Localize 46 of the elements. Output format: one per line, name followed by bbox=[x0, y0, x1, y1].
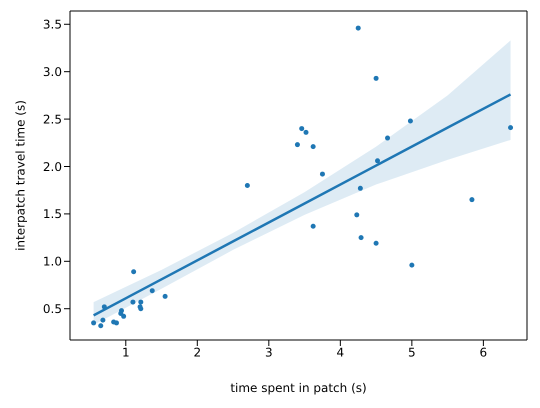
line-series bbox=[92, 93, 512, 317]
point bbox=[358, 186, 363, 191]
y-axis-title: interpatch travel time (s) bbox=[13, 100, 28, 251]
point bbox=[162, 294, 168, 299]
x-tick-label: 5 bbox=[408, 346, 416, 360]
point bbox=[91, 320, 96, 326]
point bbox=[244, 182, 250, 188]
x-tick-label: 6 bbox=[480, 346, 488, 360]
point bbox=[358, 235, 364, 240]
point bbox=[409, 262, 414, 268]
point bbox=[304, 130, 309, 135]
point bbox=[100, 318, 106, 323]
y-tick-label: 2.5 bbox=[42, 112, 62, 126]
point bbox=[121, 314, 126, 319]
point bbox=[408, 118, 413, 124]
x-tick-label: 1 bbox=[122, 346, 130, 360]
point bbox=[114, 320, 119, 326]
point bbox=[150, 288, 155, 294]
point bbox=[130, 300, 136, 305]
x-tick-label: 2 bbox=[193, 346, 202, 360]
point bbox=[294, 142, 300, 148]
x-tick-label: 3 bbox=[265, 346, 273, 360]
point bbox=[138, 300, 144, 305]
y-tick-label: 2.0 bbox=[42, 160, 62, 174]
point bbox=[469, 197, 474, 202]
x-axis-title: time spent in patch (s) bbox=[230, 381, 367, 395]
point bbox=[299, 126, 304, 132]
point bbox=[508, 125, 514, 130]
point bbox=[98, 323, 104, 328]
point bbox=[310, 224, 316, 229]
point bbox=[375, 158, 380, 164]
point bbox=[385, 136, 390, 141]
point bbox=[356, 26, 361, 31]
y-tick-label: 3.0 bbox=[42, 64, 62, 79]
y-tick-label: 1.0 bbox=[42, 254, 62, 269]
point bbox=[320, 172, 325, 177]
y-tick-label: 0.5 bbox=[42, 302, 62, 316]
point bbox=[102, 304, 107, 310]
point bbox=[374, 240, 379, 246]
y-tick-label: 1.5 bbox=[42, 207, 62, 222]
y-tick-label: 3.5 bbox=[42, 18, 62, 32]
point bbox=[131, 269, 136, 274]
x-tick-label: 4 bbox=[336, 346, 344, 360]
point bbox=[310, 144, 316, 150]
point bbox=[374, 76, 379, 81]
point bbox=[354, 212, 360, 218]
